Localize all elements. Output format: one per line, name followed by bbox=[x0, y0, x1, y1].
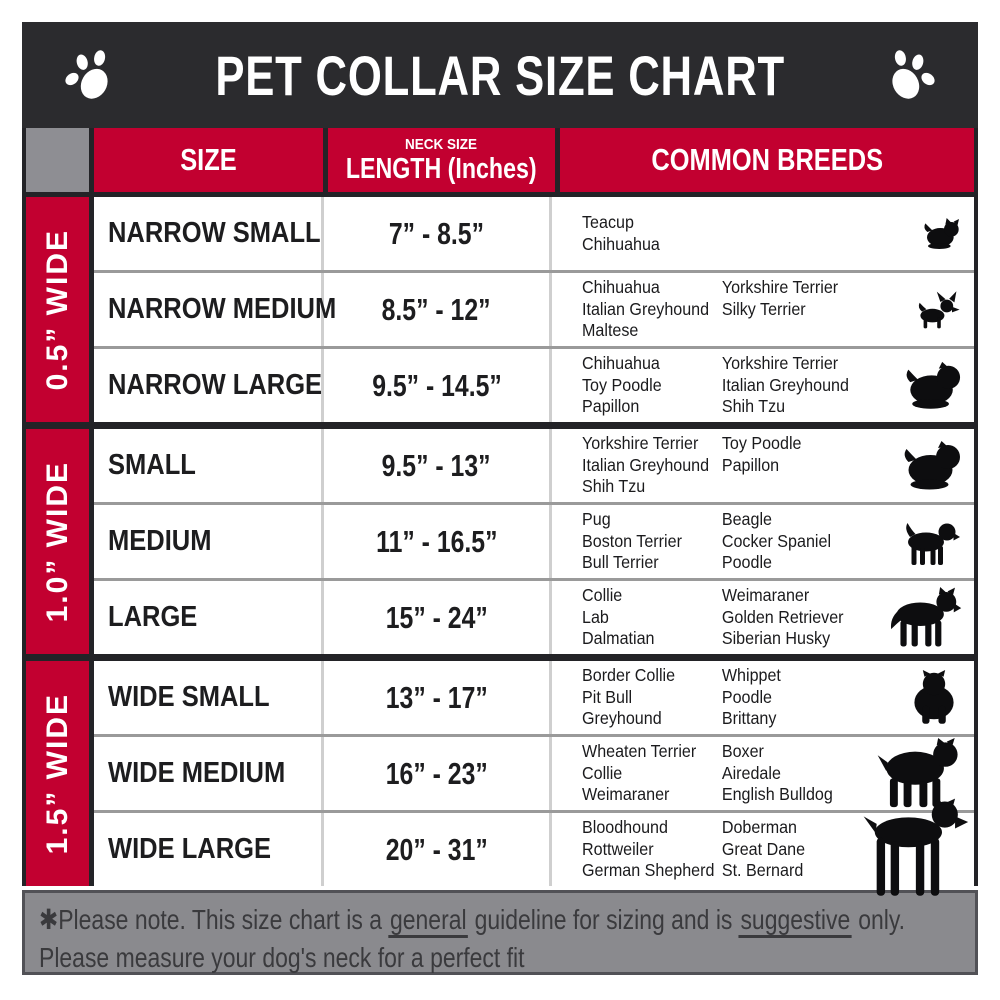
width-sidebar-10: 1.0” WIDE bbox=[26, 429, 89, 654]
breeds-list-primary: Teacup Chihuahua bbox=[582, 211, 660, 254]
length-caption: LENGTH (Inches) bbox=[346, 152, 537, 185]
beagle-icon bbox=[898, 517, 962, 567]
footnote-line-2: Please measure your dog's neck for a per… bbox=[39, 941, 525, 973]
table-row: WIDE MEDIUM 16” - 23” Wheaten Terrier Co… bbox=[94, 734, 974, 810]
width-sidebar-05: 0.5” WIDE bbox=[26, 197, 89, 422]
neck-length-value: 16” - 23” bbox=[385, 755, 488, 791]
paw-print-icon bbox=[880, 46, 940, 106]
size-label: SMALL bbox=[108, 449, 196, 481]
table-row: MEDIUM 11” - 16.5” Pug Boston Terrier Bu… bbox=[94, 502, 974, 578]
table-row: NARROW MEDIUM 8.5” - 12” Chihuahua Itali… bbox=[94, 270, 974, 346]
size-label: MEDIUM bbox=[108, 525, 212, 557]
width-label: 1.0” WIDE bbox=[40, 460, 74, 623]
width-section-10: 1.0” WIDE SMALL 9.5” - 13” Yorkshire Ter… bbox=[26, 429, 974, 654]
paw-print-icon bbox=[60, 46, 120, 106]
breeds-list-secondary: Weimaraner Golden Retriever Siberian Hus… bbox=[721, 584, 844, 649]
page-title: PET COLLAR SIZE CHART bbox=[215, 43, 785, 107]
breeds-list-secondary: Boxer Airedale English Bulldog bbox=[721, 740, 833, 805]
breeds-list-primary: Collie Lab Dalmatian bbox=[582, 584, 655, 649]
size-chart-table: SIZE NECK SIZE LENGTH (Inches) COMMON BR… bbox=[22, 128, 978, 886]
yorkshire-terrier-icon bbox=[922, 217, 962, 251]
neck-length-value: 7” - 8.5” bbox=[388, 215, 485, 251]
breeds-list-primary: Border Collie Pit Bull Greyhound bbox=[582, 664, 676, 729]
breeds-list-secondary: Toy Poodle Papillon bbox=[721, 432, 802, 475]
width-label: 0.5” WIDE bbox=[40, 228, 74, 391]
breeds-list-primary: Chihuahua Toy Poodle Papillon bbox=[582, 352, 662, 417]
neck-length-value: 9.5” - 14.5” bbox=[371, 367, 502, 403]
table-row: NARROW LARGE 9.5” - 14.5” Chihuahua Toy … bbox=[94, 346, 974, 422]
underlined-word-general: general bbox=[388, 904, 469, 938]
divider bbox=[89, 661, 94, 886]
column-header-length: NECK SIZE LENGTH (Inches) bbox=[328, 128, 555, 192]
size-label: WIDE MEDIUM bbox=[108, 757, 286, 789]
header-corner-cell bbox=[26, 128, 89, 192]
breeds-list-primary: Chihuahua Italian Greyhound Maltese bbox=[582, 276, 710, 341]
neck-length-value: 11” - 16.5” bbox=[375, 523, 498, 559]
doberman-icon bbox=[858, 798, 970, 902]
breeds-list-primary: Yorkshire Terrier Italian Greyhound Shih… bbox=[582, 432, 710, 497]
column-header-size: SIZE bbox=[94, 128, 323, 192]
breeds-list-primary: Pug Boston Terrier Bull Terrier bbox=[582, 508, 682, 573]
table-row: NARROW SMALL 7” - 8.5” Teacup Chihuahua bbox=[94, 197, 974, 270]
breeds-list-secondary: Yorkshire Terrier Silky Terrier bbox=[721, 276, 839, 319]
breeds-list-secondary bbox=[722, 212, 869, 256]
table-header-row: SIZE NECK SIZE LENGTH (Inches) COMMON BR… bbox=[26, 128, 974, 197]
breeds-list-primary: Wheaten Terrier Collie Weimaraner bbox=[582, 740, 697, 805]
chihuahua-icon bbox=[914, 289, 962, 331]
underlined-word-suggestive: suggestive bbox=[738, 904, 852, 938]
divider bbox=[89, 197, 94, 422]
width-label: 1.5” WIDE bbox=[40, 692, 74, 855]
neck-length-value: 15” - 24” bbox=[385, 599, 488, 635]
neck-size-caption: NECK SIZE bbox=[405, 135, 478, 153]
footnote-line-1: ✱Please note. This size chart is a gener… bbox=[39, 901, 905, 939]
size-label: NARROW SMALL bbox=[108, 217, 321, 249]
width-section-15: 1.5” WIDE WIDE SMALL 13” - 17” Border Co… bbox=[26, 661, 974, 886]
table-row: WIDE LARGE 20” - 31” Bloodhound Rottweil… bbox=[94, 810, 974, 886]
breeds-list-secondary: Whippet Poodle Brittany bbox=[721, 664, 781, 729]
breeds-list-primary: Bloodhound Rottweiler German Shepherd bbox=[582, 816, 715, 881]
shepherd-dog-icon bbox=[886, 587, 962, 649]
neck-length-value: 8.5” - 12” bbox=[382, 291, 491, 327]
neck-length-value: 9.5” - 13” bbox=[382, 447, 491, 483]
neck-length-value: 20” - 31” bbox=[385, 831, 488, 867]
divider bbox=[89, 429, 94, 654]
width-section-05: 0.5” WIDE NARROW SMALL 7” - 8.5” Teacup … bbox=[26, 197, 974, 422]
table-row: WIDE SMALL 13” - 17” Border Collie Pit B… bbox=[94, 661, 974, 734]
neck-length-value: 13” - 17” bbox=[385, 679, 488, 715]
table-row: LARGE 15” - 24” Collie Lab Dalmatian Wei… bbox=[94, 578, 974, 654]
breeds-list-secondary: Beagle Cocker Spaniel Poodle bbox=[721, 508, 832, 573]
size-label: WIDE SMALL bbox=[108, 681, 270, 713]
bulldog-icon bbox=[906, 669, 962, 727]
width-sidebar-15: 1.5” WIDE bbox=[26, 661, 89, 886]
size-label: LARGE bbox=[108, 601, 198, 633]
size-label: NARROW MEDIUM bbox=[108, 293, 337, 325]
breeds-list-secondary: Yorkshire Terrier Italian Greyhound Shih… bbox=[721, 352, 849, 417]
table-body: 0.5” WIDE NARROW SMALL 7” - 8.5” Teacup … bbox=[26, 197, 974, 886]
footnote: ✱Please note. This size chart is a gener… bbox=[22, 890, 978, 975]
table-row: SMALL 9.5” - 13” Yorkshire Terrier Itali… bbox=[94, 429, 974, 502]
size-label: NARROW LARGE bbox=[108, 369, 323, 401]
title-bar: PET COLLAR SIZE CHART bbox=[22, 22, 978, 128]
shih-tzu-icon bbox=[904, 361, 962, 411]
shih-tzu-icon bbox=[902, 440, 962, 492]
breeds-list-secondary: Doberman Great Dane St. Bernard bbox=[721, 816, 806, 881]
column-header-breeds: COMMON BREEDS bbox=[560, 128, 974, 192]
size-label: WIDE LARGE bbox=[108, 833, 272, 865]
